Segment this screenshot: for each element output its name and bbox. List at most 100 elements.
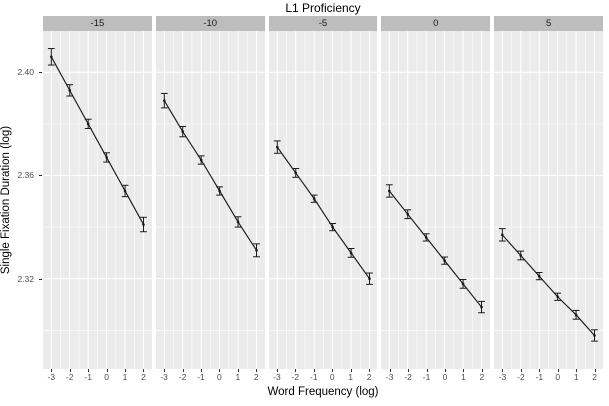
x-tick-label: -2 (404, 372, 412, 382)
data-point (349, 251, 352, 255)
data-point (330, 225, 334, 229)
x-tick-mark (295, 369, 297, 372)
x-tick-row: -3 -2 -1 0 1 2 (381, 369, 490, 383)
facet-strip-label: -15 (43, 16, 152, 31)
data-point (593, 334, 596, 337)
y-tick-mark (39, 278, 42, 280)
x-tick-mark (143, 369, 145, 372)
x-tick-label: 0 (329, 372, 335, 382)
fitted-line (502, 234, 596, 336)
data-point (406, 212, 410, 216)
y-tick-label: 2.32 (17, 273, 34, 284)
data-point (275, 145, 279, 149)
x-tick-mark (369, 369, 371, 372)
x-tick-label: -2 (291, 372, 300, 382)
data-point (538, 274, 541, 278)
data-point (501, 233, 504, 237)
facet-strip-label: -5 (268, 16, 378, 31)
x-tick-mark (426, 369, 428, 372)
x-tick-mark (219, 369, 221, 372)
data-point (462, 282, 465, 286)
x-tick-row: -3 -2 -1 0 1 2 (43, 369, 152, 383)
x-tick-mark (389, 369, 391, 372)
y-tick-label: 2.36 (17, 170, 34, 181)
x-tick-row: -3 -2 -1 0 1 2 (269, 369, 378, 383)
data-point (312, 197, 316, 201)
x-tick-label: 0 (442, 372, 448, 382)
x-tick-label: 2 (253, 372, 259, 382)
x-tick-label: 2 (366, 372, 372, 382)
x-tick-mark (594, 369, 596, 372)
data-point (123, 189, 127, 193)
x-tick-label: -1 (197, 372, 205, 382)
y-axis: 2.32 2.36 2.40 (0, 31, 43, 369)
facet-strip-label: 0 (381, 16, 491, 31)
x-tick-mark (332, 369, 334, 372)
x-tick-label: -2 (65, 372, 74, 382)
x-tick-mark (256, 369, 258, 372)
x-tick-mark (463, 369, 465, 372)
x-tick-mark (350, 369, 352, 372)
x-tick-label: 1 (235, 372, 241, 382)
x-tick-mark (408, 369, 410, 372)
data-point (443, 259, 447, 262)
x-tick-label: -1 (309, 372, 318, 382)
data-point (142, 223, 145, 226)
x-tick-mark (164, 369, 166, 372)
data-point (236, 220, 240, 224)
data-point (181, 130, 184, 133)
facet-column: 0 -3 -2 -1 0 1 2 (381, 16, 491, 383)
data-point (556, 295, 560, 299)
facet-column: -15 -3 -2 -1 0 1 2 (43, 16, 152, 383)
x-tick-mark (106, 369, 108, 372)
data-point (367, 277, 371, 280)
x-tick-mark (313, 369, 315, 372)
y-tick-mark (39, 175, 42, 177)
x-tick-mark (237, 369, 239, 372)
x-tick-label: -3 (385, 372, 394, 382)
panel-plot-area (381, 31, 491, 369)
x-tick-mark (88, 369, 90, 372)
data-point (218, 189, 221, 193)
data-point (68, 89, 72, 92)
x-tick-mark (69, 369, 71, 372)
data-point (480, 305, 484, 309)
panel-plot-area (494, 31, 603, 369)
x-tick-mark (276, 369, 278, 372)
data-point (199, 158, 203, 162)
facet-column: -10 -3 -2 -1 0 1 2 (155, 16, 265, 383)
data-point (519, 254, 523, 257)
x-tick-label: -1 (422, 372, 431, 382)
x-tick-label: 1 (573, 372, 579, 382)
plot-title: L1 Proficiency (285, 1, 361, 15)
x-tick-mark (481, 369, 483, 372)
data-point (425, 236, 428, 239)
x-tick-mark (539, 369, 541, 372)
x-tick-label: -2 (178, 372, 187, 382)
y-tick-mark (39, 72, 42, 74)
x-tick-label: 0 (104, 372, 109, 382)
x-tick-label: -1 (84, 372, 92, 382)
x-tick-row: -3 -2 -1 0 1 2 (494, 369, 603, 383)
x-tick-mark (576, 369, 578, 372)
facet-column: -5 -3 -2 -1 0 1 2 (268, 16, 378, 383)
x-tick-row: -3 -2 -1 0 1 2 (156, 369, 265, 383)
y-tick-label: 2.40 (17, 67, 34, 78)
panel-plot-area (268, 31, 378, 369)
x-tick-mark (182, 369, 184, 372)
x-tick-mark (200, 369, 202, 372)
data-point (49, 55, 53, 59)
x-tick-label: -2 (517, 372, 525, 382)
data-point (388, 189, 391, 193)
data-point (294, 171, 297, 175)
x-tick-label: -1 (535, 372, 544, 382)
x-tick-label: 1 (122, 372, 128, 382)
x-tick-label: 2 (479, 372, 485, 382)
facet-strip-label: -10 (155, 16, 265, 31)
data-point (86, 122, 90, 126)
x-tick-mark (557, 369, 559, 372)
x-tick-label: 0 (217, 372, 222, 382)
data-point (574, 313, 578, 317)
x-tick-label: 2 (141, 372, 146, 382)
